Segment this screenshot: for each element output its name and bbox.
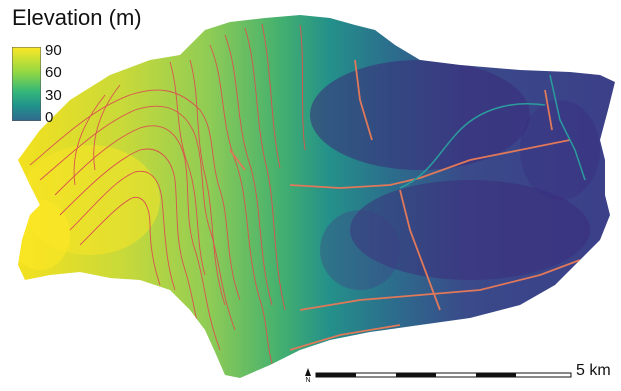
contour-lines <box>29 23 306 378</box>
legend-tick-90: 90 <box>45 42 62 59</box>
north-arrow-icon: N <box>305 368 311 384</box>
north-arrow-label: N <box>305 377 310 384</box>
legend-tick-60: 60 <box>45 64 62 81</box>
road-network <box>229 59 581 351</box>
legend-tick-30: 30 <box>45 87 62 104</box>
scale-bar: N 5 km <box>300 362 621 386</box>
rail-line <box>399 74 586 189</box>
scale-bar-label: 5 km <box>576 362 611 379</box>
legend-tick-0: 0 <box>45 109 54 126</box>
legend-title: Elevation (m) <box>12 5 142 30</box>
legend-color-bar <box>12 47 41 121</box>
elevation-legend: 90 60 30 0 <box>12 42 82 126</box>
scale-bar-graphic: N <box>305 368 572 384</box>
elevation-raster <box>18 15 615 378</box>
